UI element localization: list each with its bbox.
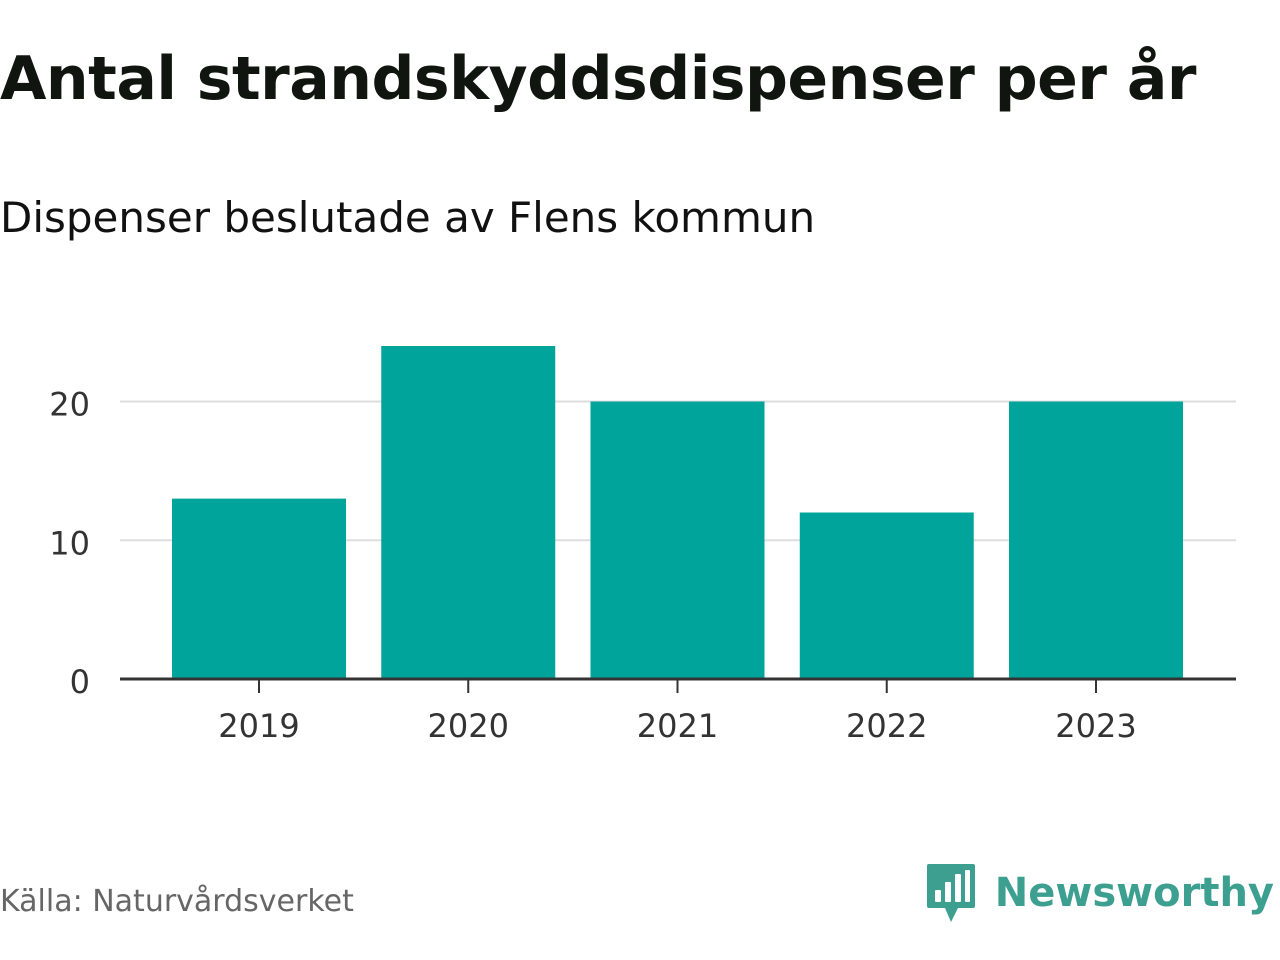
axes: 0 10 20 2019 2020 2021 2022 2023 (49, 386, 1236, 745)
y-tick-label-20: 20 (49, 386, 90, 424)
y-tick-label-0: 0 (70, 663, 90, 701)
newsworthy-logo-icon (926, 864, 975, 922)
x-tick-label-2020: 2020 (428, 707, 509, 745)
chart-title: Antal strandskyddsdispenser per år (0, 44, 1196, 114)
chart-subtitle: Dispenser beslutade av Flens kommun (0, 193, 816, 242)
x-tick-label-2022: 2022 (846, 707, 927, 745)
x-tick-label-2021: 2021 (637, 707, 718, 745)
bar-2019 (172, 498, 346, 679)
bar-2021 (590, 401, 765, 679)
bars (172, 346, 1183, 679)
bar-2023 (1009, 401, 1183, 679)
bar-chart: 0 10 20 2019 2020 2021 2022 2023 (49, 346, 1236, 745)
y-tick-label-10: 10 (49, 524, 90, 562)
brand-logo: Newsworthy (925, 862, 1274, 924)
source-note: Källa: Naturvårdsverket (0, 884, 354, 919)
x-tick-label-2023: 2023 (1055, 707, 1136, 745)
x-tick-label-2019: 2019 (218, 707, 299, 745)
bar-2022 (799, 512, 974, 679)
brand-name: Newsworthy (994, 870, 1274, 916)
bar-2020 (381, 346, 556, 679)
